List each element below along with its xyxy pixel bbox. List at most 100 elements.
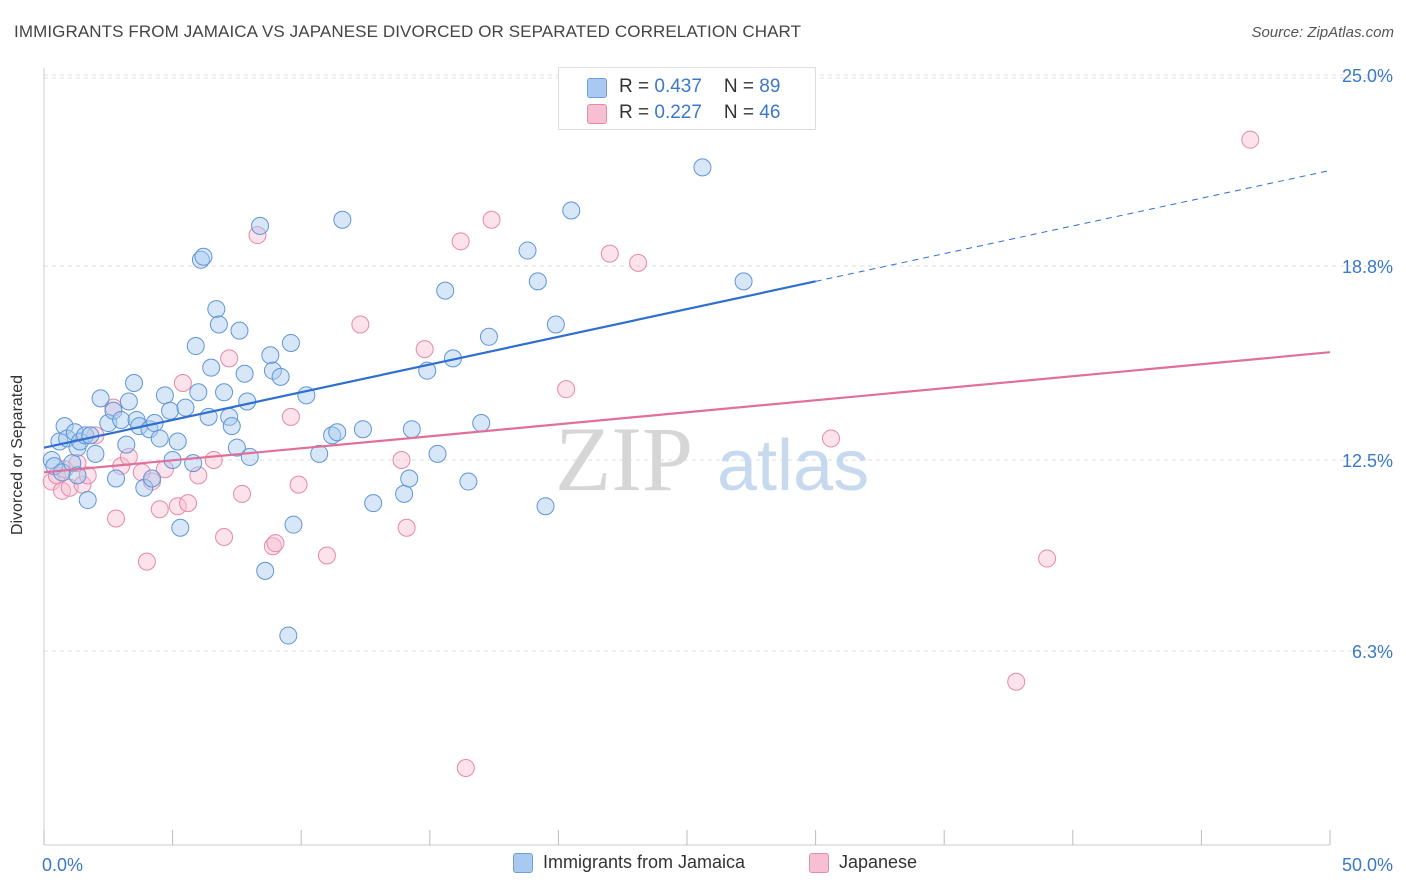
point-japanese [168, 497, 187, 516]
point-jamaica [279, 626, 298, 645]
point-jamaica [230, 321, 249, 340]
legend-n-value-japanese: 46 [759, 102, 781, 123]
point-japanese [215, 528, 234, 546]
point-jamaica [125, 374, 144, 392]
legend-r-value-japanese: 0.227 [654, 102, 702, 123]
point-japanese [351, 315, 370, 334]
y-tick-label: 18.8% [1342, 257, 1393, 277]
point-jamaica [281, 333, 300, 352]
legend-r-value-jamaica: 0.437 [654, 76, 702, 97]
point-jamaica [323, 426, 342, 445]
point-jamaica [364, 494, 383, 513]
legend-n-value-jamaica: 89 [759, 76, 781, 97]
point-japanese [263, 537, 282, 556]
point-jamaica [528, 272, 547, 291]
point-japanese [173, 374, 192, 392]
bottom-legend-label-japanese: Japanese [839, 852, 918, 872]
point-jamaica [546, 315, 565, 334]
point-japanese [179, 494, 198, 513]
legend-swatch-jamaica [587, 78, 607, 98]
point-jamaica [310, 444, 329, 463]
watermark-zip: ZIP [555, 408, 693, 510]
point-jamaica [104, 401, 123, 420]
point-japanese [600, 244, 619, 263]
watermark-atlas: atlas [717, 426, 869, 506]
y-tick-label: 6.3% [1352, 642, 1393, 662]
point-japanese [266, 534, 285, 553]
point-jamaica [168, 432, 187, 451]
bottom-legend-label-jamaica: Immigrants from Jamaica [543, 852, 746, 872]
point-japanese [317, 546, 336, 565]
point-japanese [1007, 672, 1026, 691]
watermark: ZIP atlas [555, 408, 869, 510]
point-jamaica [693, 158, 712, 177]
point-japanese [281, 407, 300, 426]
point-jamaica [117, 435, 136, 454]
point-jamaica [562, 201, 581, 220]
point-jamaica [333, 210, 352, 229]
point-japanese [289, 475, 308, 494]
series-jamaica-points [42, 158, 753, 645]
point-japanese [397, 518, 416, 537]
point-jamaica [328, 423, 347, 442]
point-jamaica [222, 417, 241, 436]
point-jamaica [209, 315, 228, 334]
point-jamaica [155, 386, 174, 405]
point-japanese [233, 484, 252, 503]
point-jamaica [191, 250, 210, 269]
point-jamaica [436, 281, 455, 300]
point-jamaica [271, 367, 290, 386]
chart-title: IMMIGRANTS FROM JAMAICA VS JAPANESE DIVO… [14, 22, 802, 41]
y-tick-label: 25.0% [1342, 66, 1393, 86]
point-japanese [482, 210, 501, 229]
legend-swatch-japanese [587, 104, 607, 124]
point-jamaica [86, 444, 105, 463]
point-japanese [107, 509, 126, 528]
x-tick-label: 0.0% [42, 855, 83, 875]
point-jamaica [536, 497, 555, 516]
point-jamaica [284, 515, 303, 534]
point-jamaica [428, 444, 447, 463]
point-japanese [204, 451, 223, 469]
point-japanese [1241, 130, 1260, 149]
point-jamaica [261, 346, 280, 365]
point-japanese [220, 349, 239, 368]
point-jamaica [734, 272, 753, 291]
point-japanese [392, 451, 411, 469]
point-jamaica [68, 466, 87, 485]
point-jamaica [107, 469, 126, 488]
x-tick-label: 50.0% [1342, 855, 1393, 875]
trend-line-japanese [43, 351, 1331, 474]
point-jamaica [176, 398, 195, 417]
point-jamaica [395, 484, 414, 503]
point-jamaica [227, 438, 246, 457]
trend-lines [43, 169, 1331, 474]
point-jamaica [91, 389, 110, 408]
point-jamaica [189, 383, 208, 402]
point-japanese [629, 253, 648, 272]
point-japanese [68, 454, 87, 473]
point-jamaica [161, 401, 180, 420]
point-jamaica [171, 518, 190, 537]
point-jamaica [119, 392, 138, 411]
point-jamaica [150, 429, 169, 448]
tick-labels: 6.3% 12.5% 18.8% 25.0% 0.0% 50.0% [42, 66, 1393, 875]
trend-line-jamaica [43, 280, 816, 449]
point-jamaica [215, 383, 234, 402]
point-jamaica [251, 216, 270, 235]
point-jamaica [207, 300, 226, 319]
point-jamaica [353, 420, 372, 439]
bottom-legend-swatch-japanese [809, 853, 829, 873]
point-japanese [150, 500, 169, 519]
grid-lines [44, 74, 1386, 652]
point-jamaica [479, 327, 498, 346]
point-jamaica [143, 469, 162, 488]
point-jamaica [518, 241, 537, 260]
point-japanese [1038, 549, 1057, 568]
point-jamaica [202, 358, 221, 377]
point-jamaica [135, 478, 154, 497]
trend-line-jamaica-extension [815, 169, 1331, 282]
point-jamaica [472, 414, 491, 433]
point-jamaica [235, 364, 254, 383]
